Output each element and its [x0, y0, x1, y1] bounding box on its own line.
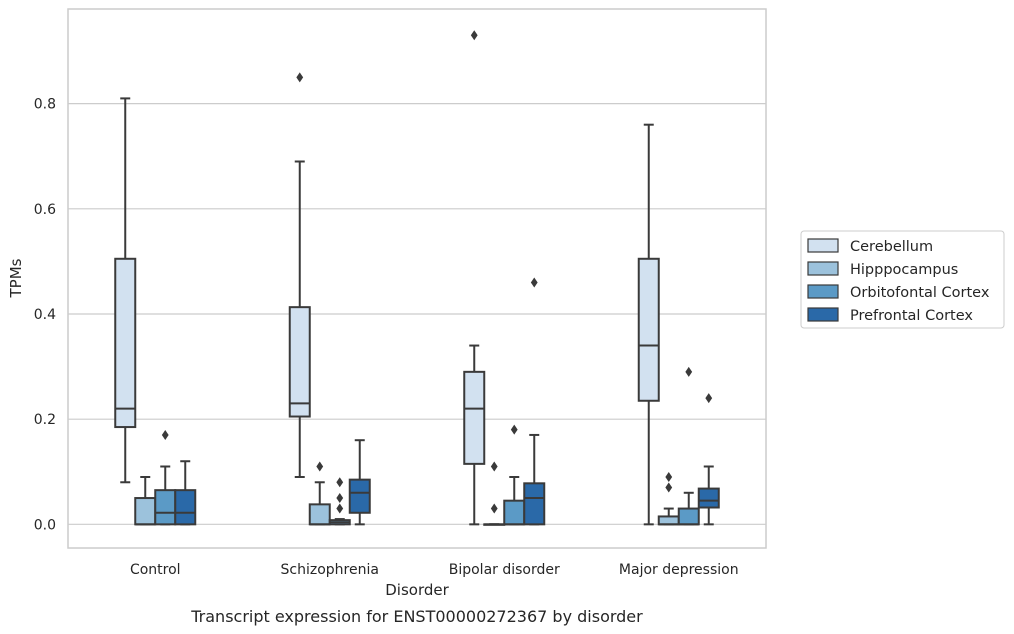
- box-cerebellum: [288, 72, 311, 479]
- outlier-point: [316, 461, 324, 472]
- box-orbitofontal-cortex: [503, 424, 526, 526]
- chart-caption: Transcript expression for ENST0000027236…: [190, 607, 643, 626]
- outlier-point: [665, 482, 673, 493]
- box-prefrontal-cortex: [348, 439, 371, 526]
- x-tick-label: Control: [130, 562, 181, 578]
- box-orbitofontal-cortex: [154, 429, 177, 526]
- outlier-point: [296, 72, 304, 83]
- outlier-point: [685, 366, 693, 377]
- grid-lines: [68, 103, 766, 525]
- box-iqr: [523, 482, 546, 526]
- y-tick-label: 0.4: [34, 307, 56, 323]
- box-iqr: [308, 503, 331, 526]
- box-cerebellum: [114, 97, 137, 484]
- outlier-point: [490, 503, 498, 514]
- outlier-point: [705, 393, 713, 404]
- y-tick-label: 0.2: [34, 412, 56, 428]
- box-hipppocampus: [308, 461, 331, 526]
- box-cerebellum: [637, 123, 660, 526]
- box-prefrontal-cortex: [697, 393, 720, 526]
- x-tick-label: Schizophrenia: [281, 562, 379, 578]
- legend-label: Cerebellum: [850, 239, 933, 255]
- box-groups: [114, 30, 720, 526]
- y-tick-label: 0.8: [34, 97, 56, 113]
- box-prefrontal-cortex: [174, 460, 197, 526]
- legend-swatch: [807, 261, 839, 276]
- outlier-point: [161, 429, 169, 440]
- box-iqr: [174, 489, 197, 526]
- outlier-point: [510, 424, 518, 435]
- box-iqr: [697, 487, 720, 509]
- outlier-point: [336, 493, 344, 504]
- outlier-point: [530, 277, 538, 288]
- legend-swatch: [807, 238, 839, 253]
- y-axis-label: TPMs: [7, 258, 25, 298]
- y-tick-label: 0.0: [34, 517, 56, 533]
- x-tick-label: Major depression: [619, 562, 739, 578]
- box-prefrontal-cortex: [523, 277, 546, 526]
- box-hipppocampus: [483, 461, 506, 526]
- box-iqr: [677, 507, 700, 526]
- plot-frame: [67, 8, 767, 549]
- y-axis-ticks: 0.0 0.2 0.4 0.6 0.8: [34, 97, 56, 534]
- box-iqr: [134, 497, 157, 526]
- outlier-point: [336, 503, 344, 514]
- x-tick-label: Bipolar disorder: [449, 562, 560, 578]
- box-iqr: [463, 370, 486, 465]
- legend-label: Orbitofontal Cortex: [850, 285, 990, 301]
- legend-frame: [800, 230, 1005, 329]
- legend-swatch: [807, 284, 839, 299]
- box-orbitofontal-cortex: [328, 477, 351, 526]
- box-hipppocampus: [657, 472, 680, 526]
- legend-swatch: [807, 307, 839, 322]
- box-iqr: [657, 515, 680, 526]
- y-tick-label: 0.6: [34, 202, 56, 218]
- outlier-point: [490, 461, 498, 472]
- outlier-point: [470, 30, 478, 41]
- box-iqr: [288, 306, 311, 418]
- box-orbitofontal-cortex: [677, 366, 700, 526]
- legend-label: Prefrontal Cortex: [850, 308, 973, 324]
- box-iqr: [114, 257, 137, 429]
- legend-label: Hipppocampus: [850, 262, 958, 278]
- legend: Cerebellum Hipppocampus Orbitofontal Corte…: [800, 230, 1005, 329]
- box-cerebellum: [463, 30, 486, 526]
- box-iqr: [637, 257, 660, 402]
- x-axis-label: Disorder: [385, 581, 449, 599]
- box-iqr: [154, 489, 177, 526]
- box-iqr: [348, 478, 371, 514]
- outlier-point: [665, 472, 673, 483]
- outlier-point: [336, 477, 344, 488]
- x-axis-ticks: Control Schizophrenia Bipolar disorder Majo…: [130, 562, 739, 578]
- box-iqr: [503, 499, 526, 526]
- box-hipppocampus: [134, 476, 157, 526]
